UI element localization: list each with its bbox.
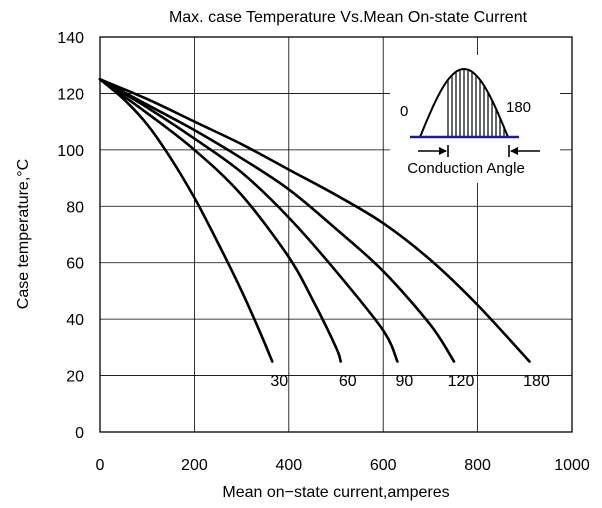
series-line-90 (98, 78, 399, 363)
y-tick-label: 0 (75, 425, 84, 442)
y-tick-labels: 0 20 40 60 80 100 120 140 (57, 30, 84, 442)
curve-label-60: 60 (339, 373, 357, 390)
series-line-120 (98, 78, 456, 363)
x-tick-label: 1000 (554, 457, 590, 474)
x-tick-label: 200 (181, 457, 208, 474)
inset-background (390, 55, 560, 183)
curve-labels: 30 60 90 120 180 (270, 373, 550, 390)
inset-arrowhead-right (510, 147, 518, 155)
series-line-30 (98, 78, 274, 363)
inset-caption: Conduction Angle (407, 160, 525, 177)
y-tick-label: 120 (57, 86, 84, 103)
y-tick-label: 20 (66, 369, 84, 386)
conduction-angle-inset: 0 180 Conduction Angle (390, 55, 560, 183)
x-tick-label: 0 (96, 457, 105, 474)
inset-label-end: 180 (506, 99, 531, 116)
series-line-60 (98, 78, 342, 363)
y-tick-label: 80 (66, 199, 84, 216)
y-axis-title: Case temperature,°C (15, 159, 32, 309)
curve-label-120: 120 (448, 373, 475, 390)
curve-label-30: 30 (270, 373, 288, 390)
y-tick-label: 60 (66, 256, 84, 273)
y-tick-label: 40 (66, 312, 84, 329)
series-line-180 (98, 78, 531, 363)
chart-title: Max. case Temperature Vs.Mean On-state C… (169, 9, 528, 26)
x-tick-labels: 0 200 400 600 800 1000 (96, 457, 590, 474)
inset-hatching (447, 69, 505, 137)
inset-label-start: 0 (400, 103, 408, 120)
x-tick-label: 400 (275, 457, 302, 474)
inset-sine-curve (419, 67, 509, 138)
curve-label-180: 180 (523, 373, 550, 390)
inset-arrowhead-left (439, 147, 447, 155)
series-lines (98, 78, 531, 363)
x-tick-label: 800 (464, 457, 491, 474)
x-tick-label: 600 (370, 457, 397, 474)
plot-frame (99, 36, 573, 433)
y-tick-label: 100 (57, 143, 84, 160)
y-tick-label: 140 (57, 30, 84, 47)
x-axis-title: Mean on−state current,amperes (222, 484, 449, 501)
curve-label-90: 90 (395, 373, 413, 390)
